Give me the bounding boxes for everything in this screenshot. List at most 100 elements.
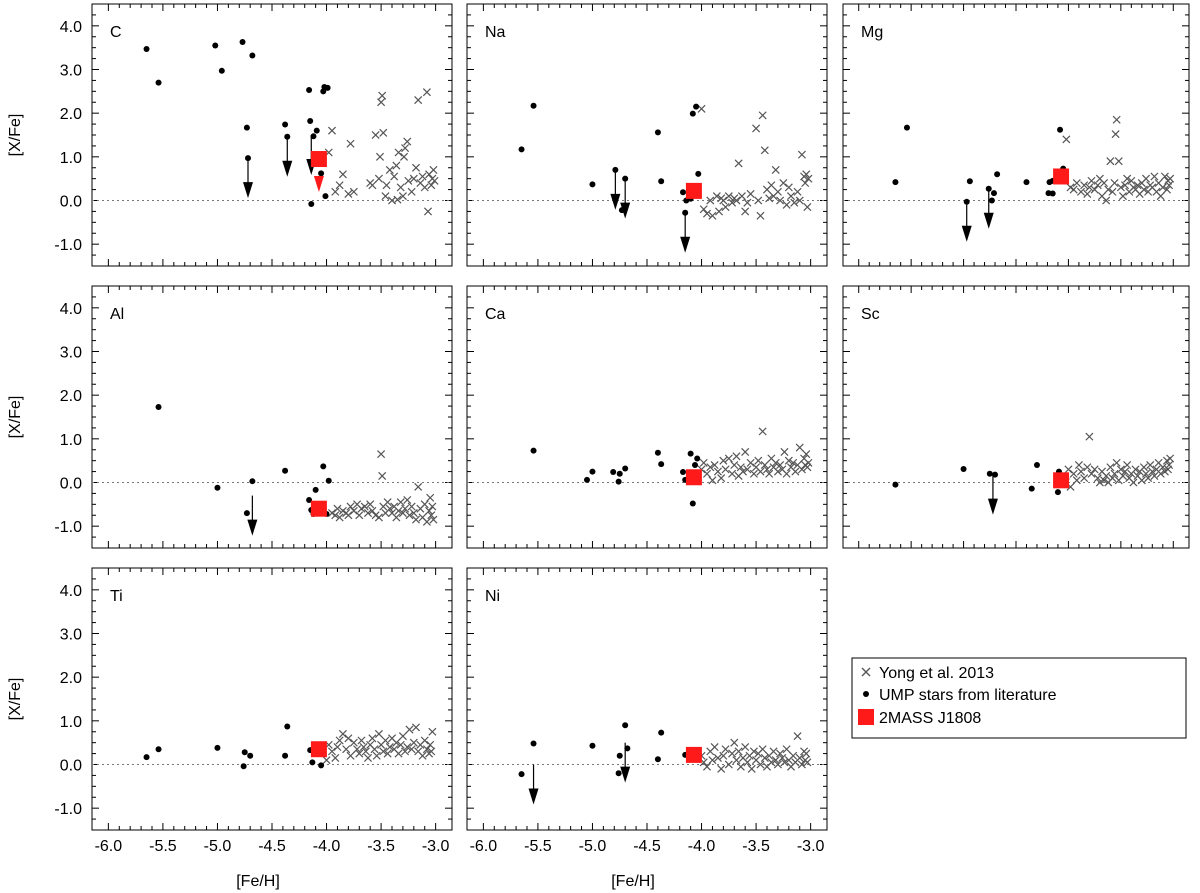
yong-point (1131, 465, 1140, 474)
yong-point (746, 458, 755, 467)
yong-point (803, 203, 812, 212)
yong-point (767, 758, 776, 767)
yong-point (756, 467, 765, 476)
yong-point (1123, 461, 1132, 470)
upper-limit-arrow-head (528, 788, 539, 805)
yong-point (1166, 454, 1175, 463)
x-tick-label: -6.0 (95, 838, 123, 855)
yong-point (383, 498, 392, 507)
yong-point (804, 174, 813, 183)
yong-point (363, 509, 373, 518)
y-tick-label: 4.0 (60, 301, 82, 318)
yong-point (758, 427, 767, 436)
yong-point (368, 734, 377, 743)
panel-ticks: 4.0 3.0 2.0 1.0 0.0 -1.0 -6.0 -5.5 -5.0 -4.5 -4.0 -… (54, 568, 452, 855)
y-axis-title-row-2: [X/Fe] (7, 396, 24, 439)
yong-point (1150, 172, 1159, 181)
literature-point (1023, 179, 1030, 186)
yong-point (1074, 461, 1083, 470)
y-tick-label: 4.0 (60, 583, 82, 600)
yong-point (370, 745, 379, 754)
literature-point (1049, 190, 1056, 197)
literature-point (988, 197, 995, 204)
literature-point (622, 175, 629, 182)
yong-point (390, 172, 399, 181)
legend-label: Yong et al. 2013 (879, 665, 994, 682)
literature-point (322, 193, 329, 200)
yong-point (360, 502, 369, 511)
panel-ticks: 4.0 3.0 2.0 1.0 0.0 -1.0 (54, 4, 452, 266)
upper-limit-arrow-head (680, 236, 691, 253)
upper-limit-arrow-head (961, 225, 972, 242)
literature-point (1033, 462, 1040, 469)
literature-point (654, 129, 661, 136)
yong-point (712, 192, 721, 201)
yong-point (1156, 469, 1165, 478)
y-axis-title-row-1: [X/Fe] (7, 114, 24, 157)
yong-point (1158, 463, 1167, 472)
upper-limit-arrow-head (247, 519, 258, 536)
yong-point (377, 450, 386, 459)
yong-point (1114, 157, 1123, 166)
yong-point (427, 747, 436, 756)
panel-sc: Sc (842, 285, 1190, 549)
panel-ticks (843, 286, 1189, 548)
yong-point (392, 513, 401, 522)
yong-point (710, 461, 719, 470)
yong-point (349, 187, 358, 196)
yong-point (1165, 181, 1174, 190)
yong-point (795, 753, 804, 762)
element-label: Mg (861, 24, 883, 41)
yong-point (409, 174, 418, 183)
panel-ni: -6.0 -5.5 -5.0 -4.5 -4.0 -3.5 -3.0 Ni (466, 567, 828, 855)
yong-point (423, 207, 433, 216)
yong-point (429, 515, 438, 524)
yong-point (1100, 179, 1109, 188)
yong-point (1118, 192, 1127, 201)
yong-point (409, 738, 418, 747)
y-tick-label: 1.0 (60, 432, 82, 449)
literature-point (518, 771, 525, 778)
yong-point (797, 760, 806, 769)
yong-point (420, 736, 429, 745)
yong-point (756, 211, 765, 220)
yong-point (420, 183, 429, 192)
yong-point (754, 456, 763, 465)
yong-point (1110, 469, 1119, 478)
yong-point (760, 753, 769, 762)
yong-point (394, 506, 403, 515)
yong-point (717, 764, 726, 773)
yong-point (708, 756, 717, 765)
literature-point (530, 740, 537, 747)
literature-point (155, 79, 162, 86)
literature-point (530, 102, 537, 109)
yong-point (760, 461, 769, 470)
literature-point (622, 465, 629, 472)
literature-point (312, 486, 319, 493)
panel-frame (842, 285, 1190, 549)
yong-point (765, 469, 774, 478)
literature-point (892, 481, 899, 488)
upper-limit-arrow-head (282, 160, 293, 177)
literature-point (282, 752, 289, 759)
literature-point (994, 171, 1001, 178)
literature-point (249, 52, 256, 59)
upper-limit-arrow-head (620, 766, 631, 783)
literature-point (241, 749, 248, 756)
panel-frame (91, 285, 453, 549)
literature-point (658, 729, 665, 736)
yong-point (719, 751, 728, 760)
yong-point (379, 747, 388, 756)
yong-point (1162, 185, 1172, 194)
yong-point (713, 467, 722, 476)
yong-point (405, 511, 414, 520)
yong-point (1166, 174, 1175, 183)
yong-point (782, 200, 791, 209)
yong-point (803, 758, 812, 767)
yong-point (756, 760, 765, 769)
y-tick-label: -1.0 (54, 237, 82, 254)
yong-point (418, 751, 427, 760)
yong-point (426, 740, 435, 749)
yong-point (403, 137, 412, 146)
literature-point (903, 124, 910, 131)
